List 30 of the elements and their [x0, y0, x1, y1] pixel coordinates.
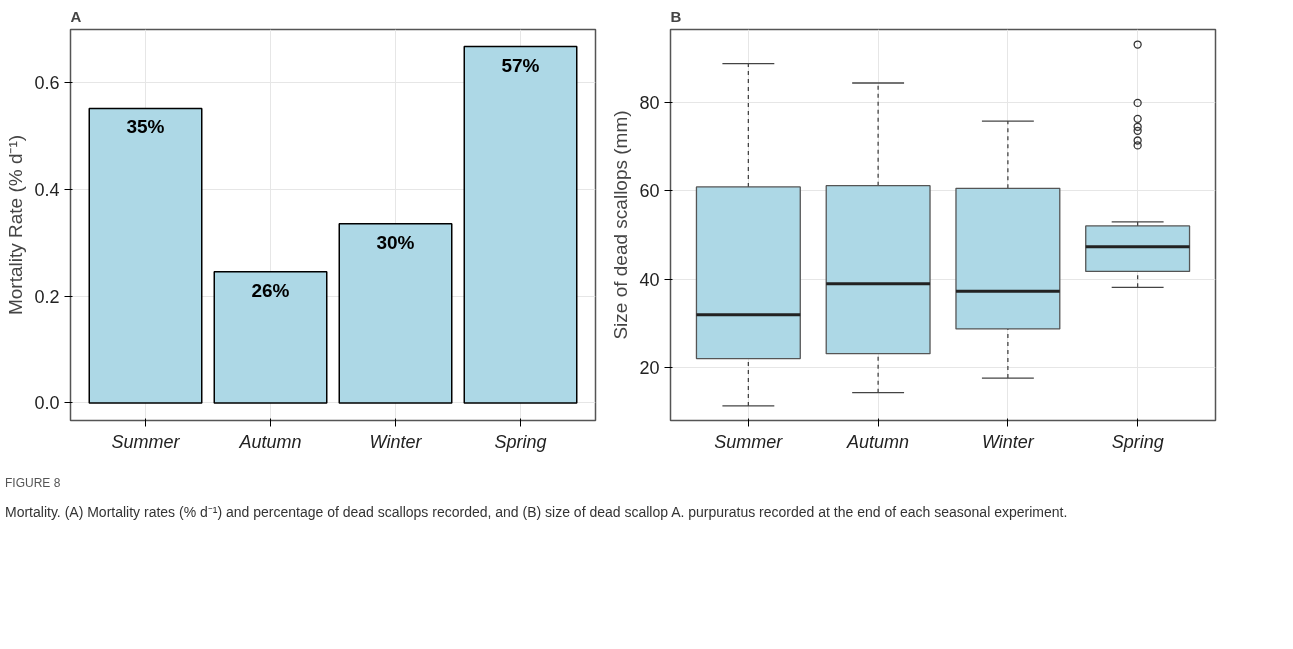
x-tick-label: Spring [494, 431, 547, 452]
y-tick-label: 20 [639, 358, 660, 379]
x-tick-label: Summer [111, 431, 181, 452]
y-tick-label: 0.2 [34, 286, 60, 307]
caption: FIGURE 8 [5, 475, 61, 492]
text: Mortality. (A) Mortality rates (% d⁻¹) and percentage of dead scallops recorded, and (B) size of dead scallop A. purpuratus recorded at the end of each seasonal experiment. [5, 503, 1068, 523]
y-tick-label: 40 [639, 269, 660, 290]
y-tick-label: 60 [639, 181, 660, 202]
annotation: 26% [251, 279, 290, 301]
annotation: 35% [126, 116, 165, 138]
y-tick-label: 80 [639, 92, 660, 113]
chart-title: B [670, 7, 682, 25]
y-axis-title: Mortality Rate (% d⁻¹) [5, 134, 27, 316]
y-tick-label: 0.4 [34, 180, 60, 201]
y-axis-title: Size of dead scallops (mm) [610, 110, 632, 340]
x-tick-label: Summer [714, 431, 784, 452]
y-tick-label: 0.6 [34, 73, 60, 94]
bar [213, 270, 328, 404]
bar [88, 107, 203, 404]
bar [463, 45, 578, 404]
y-tick-label: 0.0 [34, 393, 60, 414]
x-tick-label: Winter [981, 431, 1035, 452]
x-tick-label: Autumn [238, 431, 302, 452]
x-tick-label: Winter [369, 431, 423, 452]
x-tick-label: Autumn [846, 431, 910, 452]
x-tick-label: Spring [1111, 431, 1164, 452]
annotation: 57% [501, 54, 540, 76]
chart-title: A [70, 7, 82, 25]
bar [338, 222, 453, 404]
annotation: 30% [376, 231, 415, 253]
